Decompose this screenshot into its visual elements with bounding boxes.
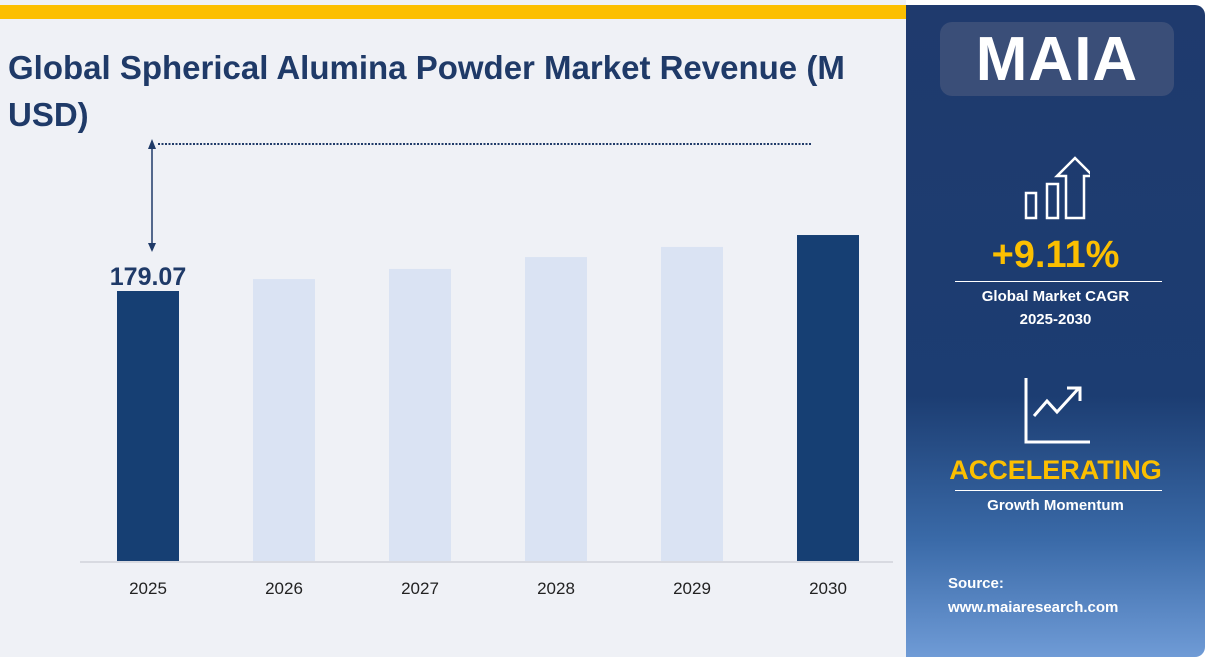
line-chart-trend-icon [1024,378,1090,444]
data-label: 179.07 [110,263,186,291]
cagr-period: 2025-2030 [1019,311,1092,328]
momentum-value: ACCELERATING [949,455,1162,485]
chart-title: Global Spherical Alumina Powder Market R… [8,49,845,133]
cagr-label: Global Market CAGR [981,288,1130,305]
bar-chart: 2025 179.07 2026 2027 2028 2029 2030 [80,139,893,598]
bar-2029 [661,246,723,561]
bar-2025 [117,291,179,561]
divider [955,490,1162,491]
x-tick-label: 2027 [401,579,439,598]
divider [955,281,1162,282]
summary-panel: MAIA +9.11% Global Market CAGR 2025-2030… [906,5,1205,657]
bar-2028 [525,257,587,561]
source: Source: www.maiaresearch.com [948,572,1118,620]
bar-2026 [253,279,315,561]
x-tick-label: 2025 [129,579,167,598]
accent-bar [0,5,906,19]
x-tick-label: 2028 [537,579,575,598]
source-url[interactable]: www.maiaresearch.com [948,599,1119,616]
arrow-head-up [148,139,156,149]
x-tick-label: 2029 [673,579,711,598]
bar-growth-arrow-icon [1024,156,1090,220]
bar-2030 [797,235,859,561]
x-tick-label: 2030 [809,579,847,598]
source-label: Source: [948,575,1004,592]
cagr-value: +9.11% [991,234,1120,276]
x-tick-label: 2026 [265,579,303,598]
momentum-label: Growth Momentum [987,497,1124,514]
arrow-head-down [148,243,156,252]
bar-2027 [389,268,451,561]
maia-logo: MAIA [940,22,1174,96]
